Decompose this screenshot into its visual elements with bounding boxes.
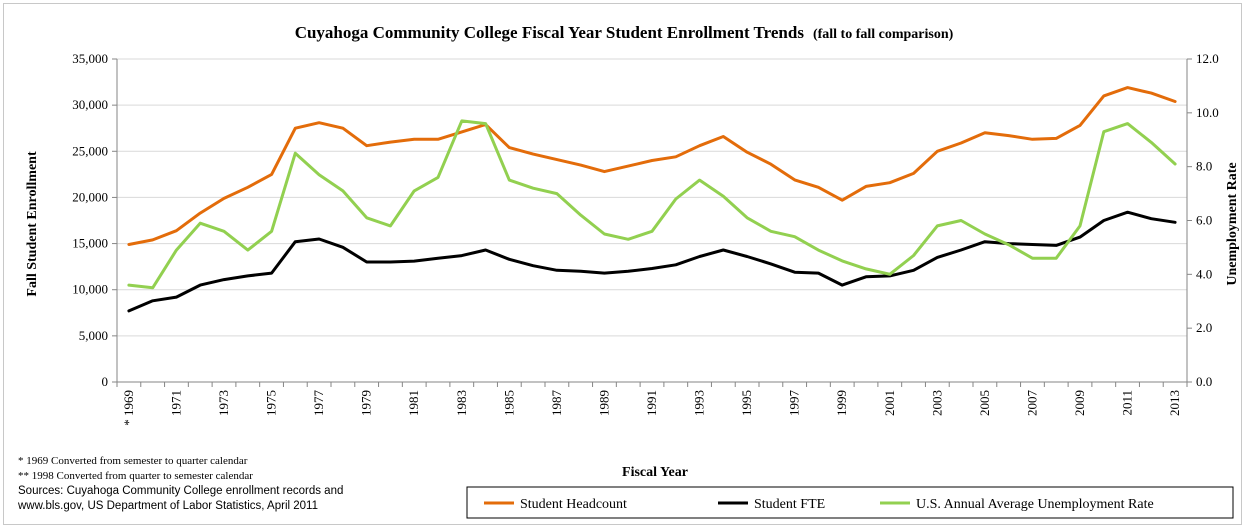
- x-tick-label: 1981: [406, 390, 421, 416]
- left-tick-label: 10,000: [72, 282, 108, 297]
- left-tick-label: 5,000: [79, 328, 108, 343]
- x-axis-ticks: * 1969 1971 1973 1975 1977 1979 1981 1983 1985 19…: [116, 382, 1188, 426]
- x-tick-label: 1977: [311, 390, 326, 417]
- x-tick-label: 1989: [596, 390, 611, 416]
- x-tick-label: 1973: [216, 390, 231, 416]
- left-tick-label: 0: [102, 374, 109, 389]
- left-tick-label: 30,000: [72, 97, 108, 112]
- x-tick-label: 2013: [1167, 390, 1182, 416]
- y-axis-left-label: Fall Student Enrollment: [25, 151, 40, 297]
- x-tick-label: 2009: [1072, 390, 1087, 416]
- footnote-1969: * 1969 Converted from semester to quarte…: [18, 455, 248, 467]
- x-tick-label: 1979: [359, 390, 374, 416]
- x-axis-label: Fiscal Year: [622, 465, 688, 480]
- right-tick-label: 12.0: [1196, 51, 1219, 66]
- x-tick-label: 2001: [882, 390, 897, 416]
- x-tick-label: 1991: [644, 390, 659, 416]
- footnote-1998: ** 1998 Converted from quarter to semest…: [18, 470, 253, 482]
- right-tick-label: 6.0: [1196, 213, 1212, 228]
- footnotes: * 1969 Converted from semester to quarte…: [18, 454, 348, 514]
- y-axis-right-label: Unemployment Rate: [1225, 162, 1240, 285]
- legend-box: [466, 486, 1234, 519]
- left-axis-ticks: 0 5,000 10,000 15,000 20,000 25,000 30,000 35,0…: [72, 51, 117, 389]
- left-tick-label: 35,000: [72, 51, 108, 66]
- x-tick-label: 2007: [1024, 390, 1039, 417]
- left-tick-label: 20,000: [72, 189, 108, 204]
- x-tick-label: 2003: [929, 390, 944, 416]
- x-tick-label: 1999: [834, 390, 849, 416]
- series-line-u-s-annual-average-unemployment-rate: [127, 119, 1177, 290]
- chart-title-main: Cuyahoga Community College Fiscal Year S…: [295, 23, 805, 42]
- left-tick-label: 25,000: [72, 143, 108, 158]
- chart-frame: [3, 3, 1242, 525]
- x-tick-label: 1983: [454, 390, 469, 416]
- x-tick-label: 1971: [168, 390, 183, 416]
- legend-label: U.S. Annual Average Unemployment Rate: [916, 497, 1154, 512]
- axes: [116, 59, 1188, 383]
- sources-line-1: Sources: Cuyahoga Community College enro…: [18, 485, 344, 497]
- right-tick-label: 0.0: [1196, 374, 1212, 389]
- x-tick-label: 1985: [501, 390, 516, 416]
- x-tick-label: 1987: [549, 390, 564, 417]
- sources-line-2: www.bls.gov, US Department of Labor Stat…: [18, 500, 318, 512]
- x-tick-label: 2011: [1120, 390, 1135, 416]
- gridlines: [117, 58, 1187, 337]
- legend-label: Student FTE: [754, 497, 825, 512]
- x-tick-label: 2005: [977, 390, 992, 416]
- x-tick-label: 1995: [739, 390, 754, 416]
- right-tick-label: 8.0: [1196, 159, 1212, 174]
- x-tick-label: * 1969: [121, 390, 136, 426]
- series-line-student-headcount: [127, 86, 1177, 246]
- right-tick-label: 4.0: [1196, 266, 1212, 281]
- right-tick-label: 2.0: [1196, 320, 1212, 335]
- chart-subtitle: (fall to fall comparison): [813, 27, 954, 42]
- right-tick-label: 10.0: [1196, 105, 1219, 120]
- legend: Student Headcount Student FTE U.S. Annual …: [466, 486, 1234, 519]
- legend-label: Student Headcount: [520, 497, 627, 512]
- left-tick-label: 15,000: [72, 236, 108, 251]
- right-axis-ticks: 0.0 2.0 4.0 6.0 8.0 10.0 12.0: [1187, 51, 1219, 389]
- series-line-student-fte: [127, 210, 1177, 313]
- x-tick-label: 1993: [692, 390, 707, 416]
- x-tick-label: 1997: [787, 390, 802, 417]
- chart-title: Cuyahoga Community College Fiscal Year S…: [295, 23, 954, 42]
- x-tick-label: 1975: [264, 390, 279, 416]
- series-lines: [127, 86, 1177, 313]
